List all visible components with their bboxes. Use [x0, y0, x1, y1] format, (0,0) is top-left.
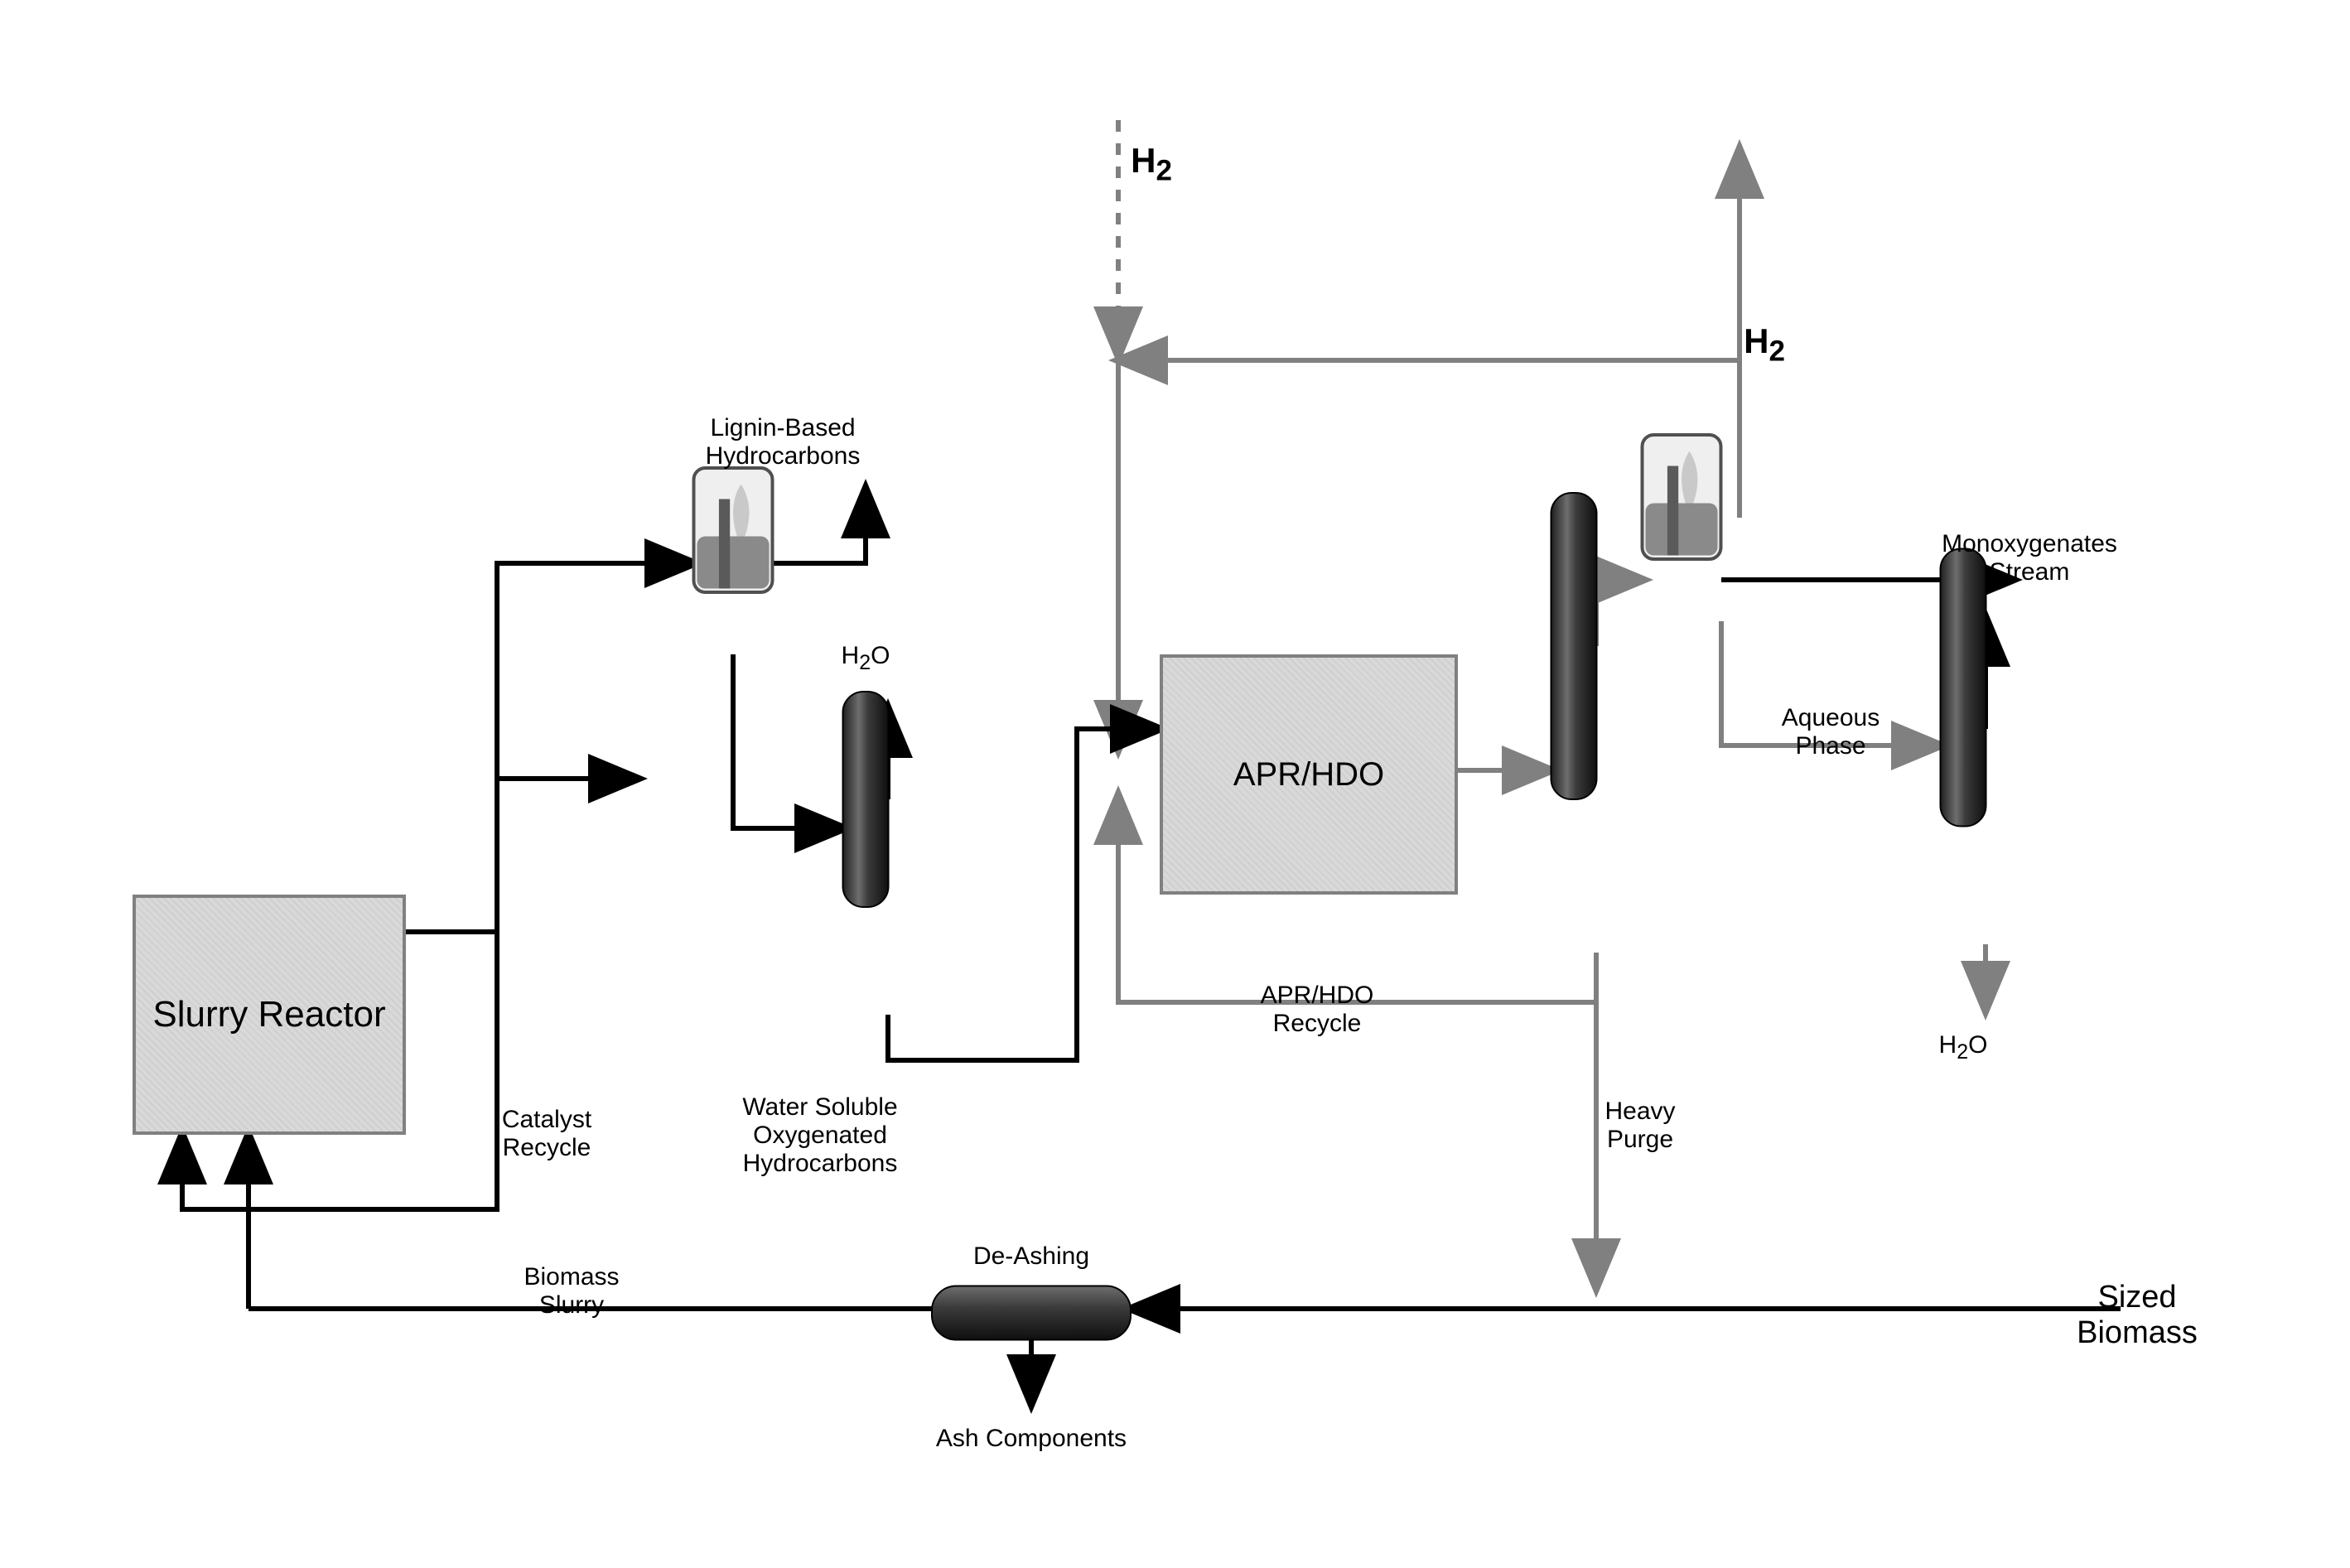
label-h2o_mid: H2O	[700, 642, 1031, 675]
process-flow-diagram: Slurry Reactor APR/HDO H2 H2 Lignin-Based Hy…	[0, 0, 2350, 1568]
label-ash: Ash Components	[866, 1425, 1197, 1453]
column-col3	[1941, 549, 1986, 827]
label-lignin: Lignin-Based Hydrocarbons	[617, 414, 948, 470]
label-sized_biomass: Sized Biomass	[1971, 1280, 2303, 1351]
label-monoxy: Monoxygenates Stream	[1864, 530, 2195, 586]
apr_hdo-box: APR/HDO	[1160, 654, 1458, 895]
label-biomass_slurry: Biomass Slurry	[406, 1263, 737, 1320]
apr_hdo-label: APR/HDO	[1233, 756, 1384, 794]
separator-vessel-2	[1643, 435, 1721, 559]
label-apr_recycle: APR/HDO Recycle	[1151, 982, 1483, 1038]
separator-vessel-1	[694, 468, 773, 592]
slurry_reactor-label: Slurry Reactor	[152, 994, 385, 1035]
label-h2o_bot: H2O	[1797, 1031, 2129, 1064]
column-col2	[1551, 493, 1597, 799]
label-h2_top: H2	[986, 141, 1317, 187]
slurry_reactor-box: Slurry Reactor	[133, 895, 406, 1135]
column-deash	[932, 1286, 1131, 1340]
column-col1	[843, 692, 889, 907]
label-deashing: De-Ashing	[866, 1242, 1197, 1271]
label-h2_right: H2	[1599, 321, 1930, 368]
label-heavy_purge: Heavy Purge	[1474, 1098, 1806, 1154]
label-aqueous: Aqueous Phase	[1665, 704, 1996, 760]
label-wsoh: Water Soluble Oxygenated Hydrocarbons	[654, 1093, 986, 1178]
